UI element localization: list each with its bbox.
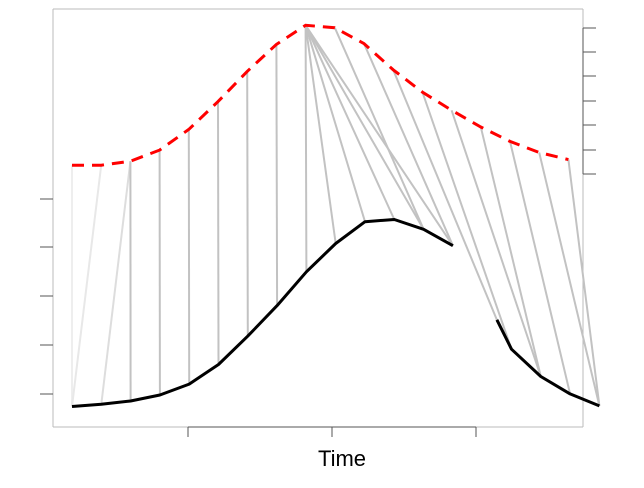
query-line-segment-1 xyxy=(495,319,600,408)
reference-line xyxy=(72,23,569,167)
query-line-segment-0 xyxy=(71,218,454,408)
alignment-lines xyxy=(71,24,601,407)
alignment-line-7 xyxy=(246,71,249,337)
alignment-line-17 xyxy=(392,69,498,321)
alignment-line-8 xyxy=(275,44,279,306)
alignment-line-6 xyxy=(217,101,220,365)
alignment-line-16 xyxy=(363,43,454,247)
reference-series xyxy=(72,23,569,167)
alignment-line-14 xyxy=(304,24,454,247)
alignment-line-23 xyxy=(567,159,601,407)
query-series xyxy=(71,218,600,408)
alignment-line-13 xyxy=(304,24,425,230)
axis-ticks xyxy=(40,27,596,437)
alignment-line-20 xyxy=(479,126,542,377)
alignment-line-9 xyxy=(304,25,308,272)
alignment-line-15 xyxy=(333,27,425,230)
alignment-line-19 xyxy=(450,110,542,377)
alignment-line-1 xyxy=(71,165,103,407)
alignment-line-12 xyxy=(304,24,396,220)
alignment-line-22 xyxy=(538,152,601,407)
alignment-line-18 xyxy=(421,91,513,350)
alignment-line-2 xyxy=(100,161,132,405)
alignment-line-10 xyxy=(304,25,337,244)
alignment-line-21 xyxy=(509,141,572,395)
alignment-line-11 xyxy=(304,24,366,222)
x-axis-label: Time xyxy=(318,446,366,471)
